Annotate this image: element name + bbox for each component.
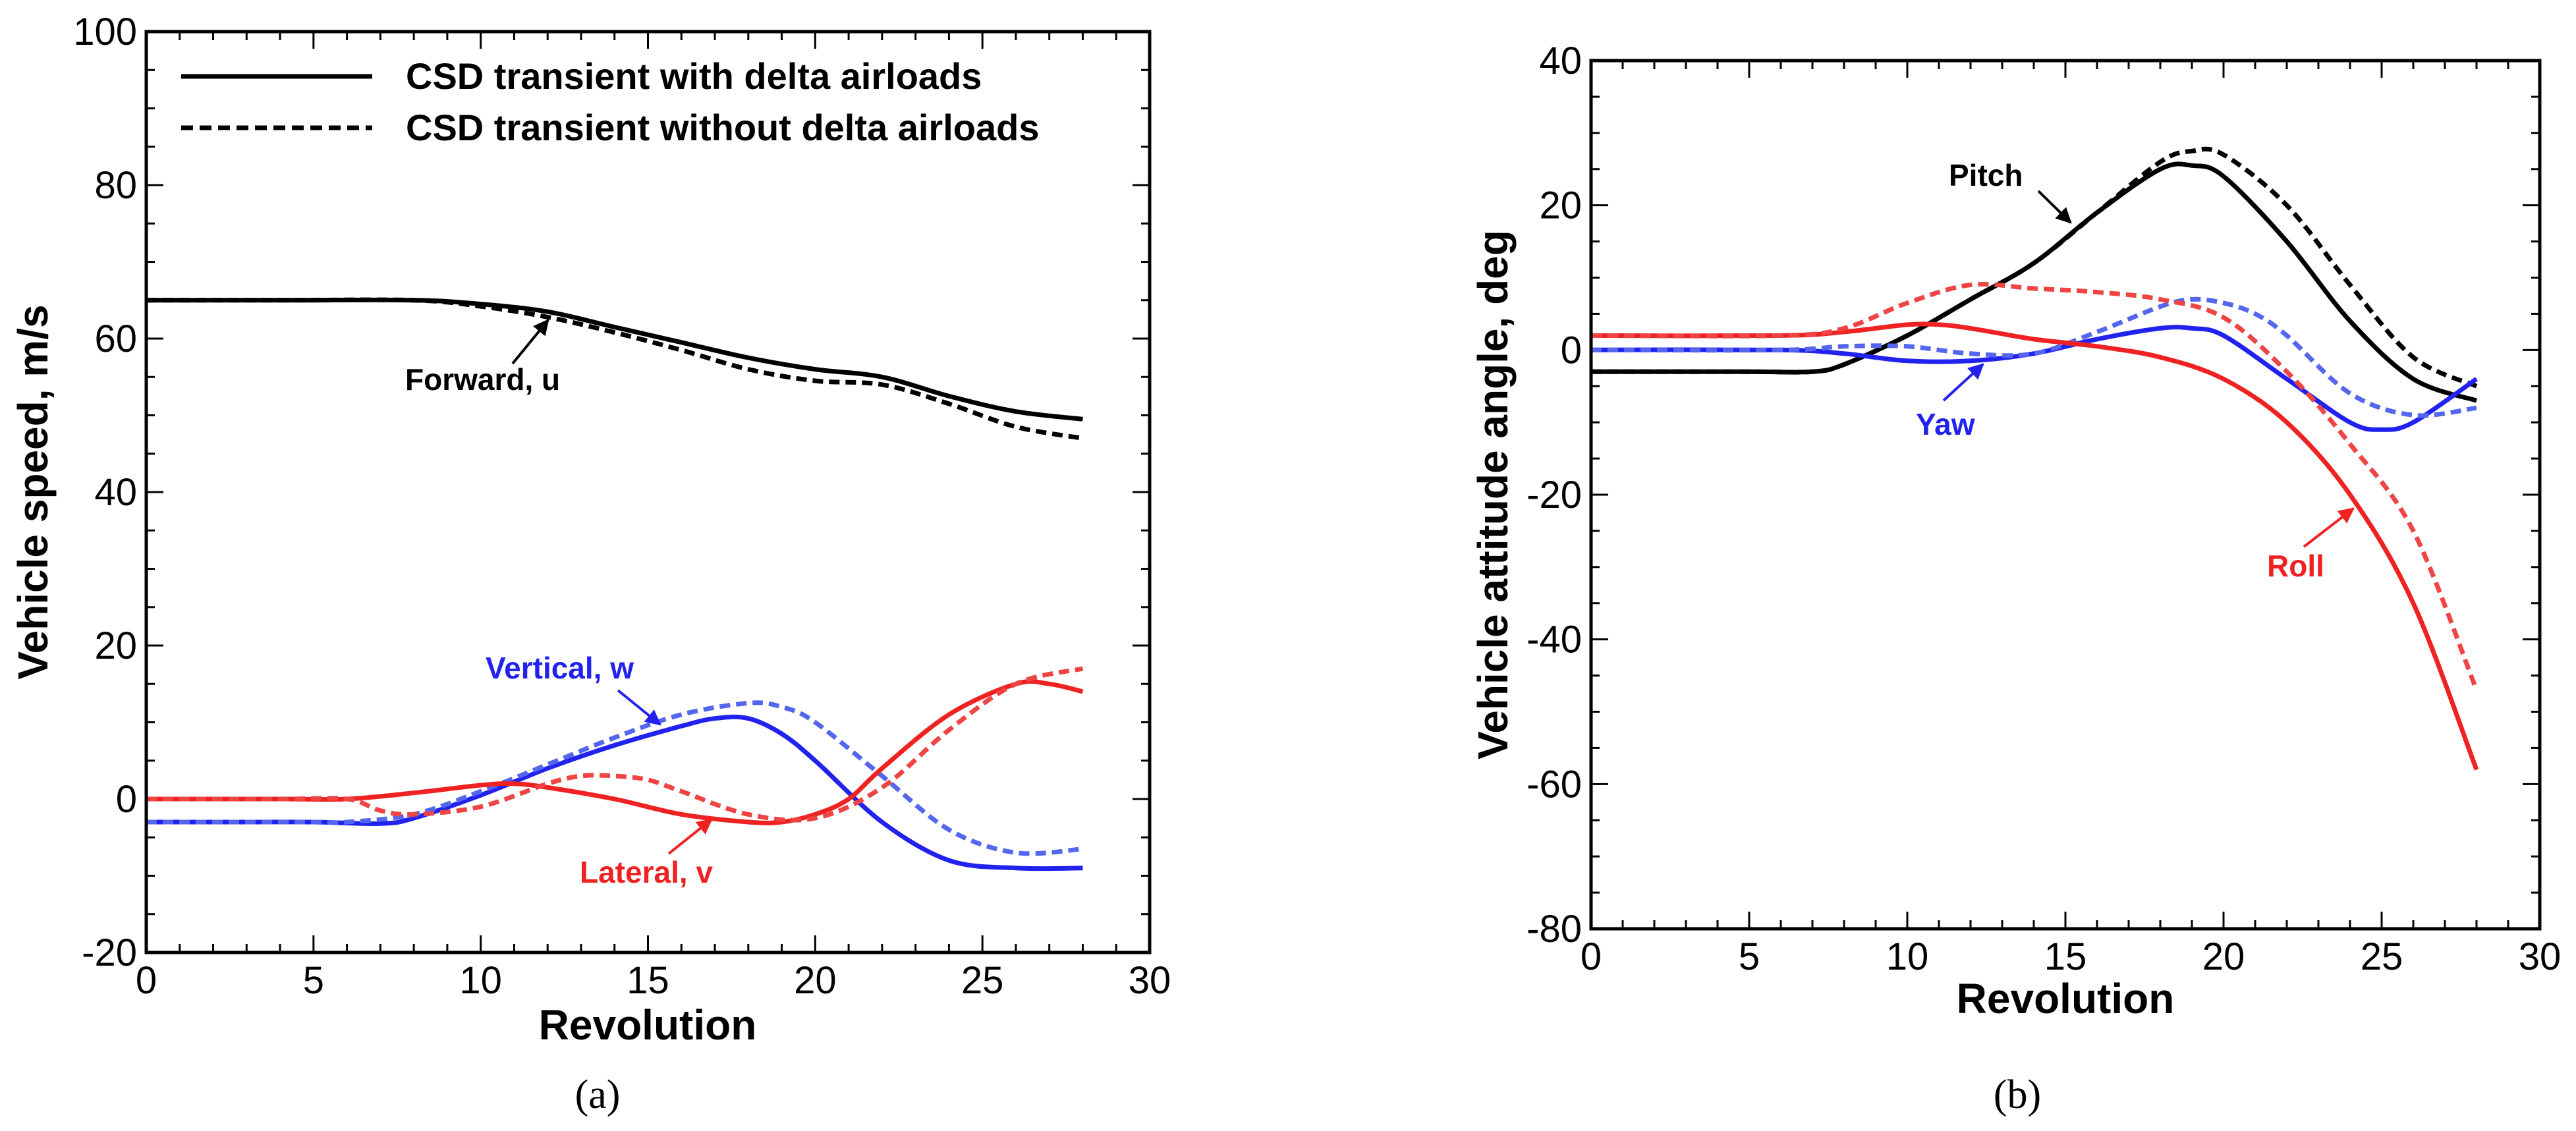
legend-solid-label: CSD transient with delta airloads [406, 55, 982, 97]
chart-b-caption: (b) [1994, 1072, 2041, 1117]
chart-b-xtick-label: 30 [2519, 935, 2562, 978]
chart-a-ytick-label: 20 [94, 624, 137, 667]
chart-b-plot-frame [1589, 59, 2542, 931]
chart-a-ylabel: Vehicle speed, m/s [9, 304, 57, 679]
chart-a-plot-frame [144, 30, 1152, 954]
annotation-roll-arrow [2303, 507, 2355, 548]
chart-a-xtick-label: 5 [303, 959, 324, 1002]
chart-b-xlabel: Revolution [1957, 975, 2175, 1022]
chart-a-ytick-label: 0 [116, 778, 137, 821]
chart-a-caption: (a) [575, 1072, 621, 1117]
chart-a-xtick-label: 10 [459, 959, 502, 1002]
chart-a-ytick-label: 80 [94, 164, 137, 207]
chart-b-ytick-label: 0 [1561, 329, 1582, 372]
chart-b-series-yaw-without-delta-airloads [1590, 296, 2477, 418]
chart-b-ticks: 0 5 10 15 20 25 30 -80 -60 -40 -20 0 20 40 [1526, 40, 2561, 978]
chart-b-ytick-label: -80 [1526, 908, 1582, 951]
chart-a-xtick-label: 30 [1129, 959, 1171, 1002]
chart-b-series-pitch-with-delta-airloads [1590, 161, 2478, 403]
chart-a-xtick-label: 25 [961, 959, 1004, 1002]
annotation-vertical-w-arrow [617, 689, 661, 726]
chart-b-ylabel: Vehicle attitude angle, deg [1469, 230, 1517, 759]
chart-b-xtick-label: 10 [1886, 935, 1929, 978]
chart-a-series-lateral-v-without-delta-airloads [146, 666, 1084, 823]
chart-b-series-roll-without-delta-airloads [1590, 281, 2479, 691]
chart-b-ytick-label: -60 [1526, 763, 1582, 806]
annotation-yaw-arrow [1942, 363, 1984, 402]
chart-a-xtick-label: 15 [627, 959, 669, 1002]
chart-b-xtick-label: 20 [2202, 935, 2245, 978]
annotation-lateral-v: Lateral, v [580, 818, 713, 889]
chart-a-ytick-label: -20 [82, 931, 137, 974]
chart-a-series-vertical-w-with-delta-airloads [146, 714, 1083, 871]
annotation-forward-u-label: Forward, u [405, 362, 560, 397]
annotation-pitch: Pitch [1949, 158, 2072, 224]
legend-dashed-label: CSD transient without delta airloads [406, 107, 1039, 148]
chart-b-ytick-label: -40 [1526, 619, 1582, 661]
chart-b-series-yaw-with-delta-airloads [1590, 325, 2478, 432]
annotation-lateral-v-arrow [667, 818, 713, 855]
chart-b-xtick-label: 25 [2361, 935, 2403, 978]
chart-a-xlabel: Revolution [539, 1001, 757, 1049]
annotation-forward-u: Forward, u [405, 319, 560, 397]
chart-b-xtick-label: 5 [1739, 935, 1760, 978]
annotation-vertical-w: Vertical, w [486, 651, 661, 726]
chart-a-series-lateral-v-with-delta-airloads [146, 678, 1084, 825]
annotation-forward-u-arrow [511, 319, 549, 365]
chart-a-ytick-label: 100 [73, 11, 137, 53]
chart-b-ytick-label: -20 [1526, 474, 1582, 516]
chart-b-series-roll-with-delta-airloads [1590, 321, 2479, 771]
legend: CSD transient with delta airloads CSD tr… [181, 55, 1039, 148]
chart-a-series-forward-u-without-delta-airloads [146, 297, 1084, 441]
annotation-roll-label: Roll [2267, 549, 2324, 583]
annotation-vertical-w-label: Vertical, w [486, 651, 634, 685]
chart-a-ytick-label: 40 [94, 471, 137, 514]
chart-a-series-vertical-w-without-delta-airloads [146, 700, 1083, 856]
chart-a-series [146, 297, 1084, 871]
chart-b-ytick-label: 40 [1539, 40, 1582, 82]
annotation-yaw-label: Yaw [1916, 407, 1975, 441]
chart-b-xtick-label: 0 [1581, 935, 1602, 978]
annotation-roll: Roll [2267, 507, 2355, 583]
annotation-pitch-label: Pitch [1949, 158, 2023, 192]
chart-a-xtick-label: 0 [136, 959, 157, 1002]
chart-b-xtick-label: 15 [2044, 935, 2087, 978]
chart-a-xtick-label: 20 [794, 959, 837, 1002]
chart-a-ytick-label: 60 [94, 317, 137, 360]
chart-b-series-pitch-without-delta-airloads [1590, 146, 2478, 389]
chart-b-series [1590, 146, 2479, 771]
annotation-pitch-arrow [2037, 190, 2072, 224]
annotation-lateral-v-label: Lateral, v [580, 855, 713, 889]
annotation-yaw: Yaw [1916, 363, 1984, 441]
chart-b-ytick-label: 20 [1539, 184, 1582, 227]
